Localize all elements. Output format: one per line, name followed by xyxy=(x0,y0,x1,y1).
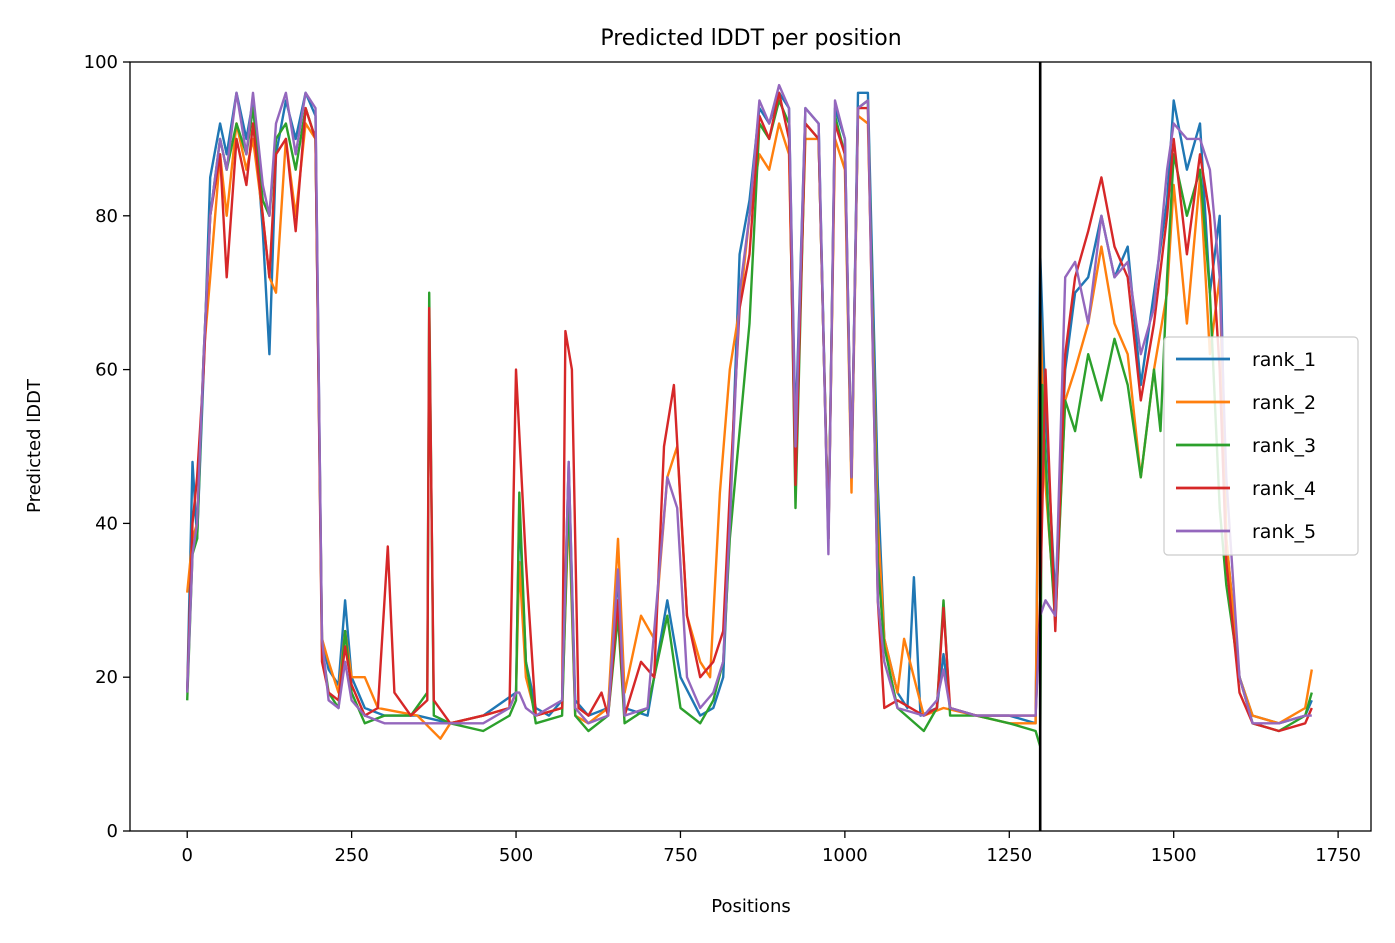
legend-label-rank_3: rank_3 xyxy=(1252,435,1316,457)
series-line-rank_5 xyxy=(186,83,1312,725)
x-tick-label: 0 xyxy=(181,845,192,866)
axes: 0 250 500 750 1000 1250 1500 1750 0 20 40 60 80 100 xyxy=(84,52,1372,866)
legend: rank_1 rank_2 rank_3 rank_4 rank_5 xyxy=(1163,336,1359,556)
series-line-rank_1 xyxy=(186,91,1313,725)
x-tick-label: 750 xyxy=(663,845,697,866)
legend-label-rank_4: rank_4 xyxy=(1252,478,1316,500)
legend-label-rank_1: rank_1 xyxy=(1252,349,1316,371)
x-tick-label: 1000 xyxy=(822,845,868,866)
legend-box xyxy=(1163,336,1359,556)
plot-area xyxy=(186,62,1313,831)
x-tick-label: 250 xyxy=(334,845,368,866)
legend-label-rank_2: rank_2 xyxy=(1252,392,1316,414)
legend-label-rank_5: rank_5 xyxy=(1252,521,1316,543)
axes-frame xyxy=(129,61,1372,832)
x-tick-label: 1750 xyxy=(1315,845,1361,866)
chart-title: Predicted lDDT per position xyxy=(600,26,901,51)
x-axis-label: Positions xyxy=(711,896,790,917)
x-tick-label: 500 xyxy=(499,845,533,866)
y-tick-label: 100 xyxy=(84,52,118,73)
y-tick-label: 40 xyxy=(95,513,118,534)
series-line-rank_4 xyxy=(186,91,1313,733)
y-tick-label: 20 xyxy=(95,667,118,688)
y-axis-label: Predicted lDDT xyxy=(24,378,45,513)
x-tick-label: 1250 xyxy=(986,845,1032,866)
y-tick-label: 60 xyxy=(95,360,118,381)
x-tick-label: 1500 xyxy=(1151,845,1197,866)
y-tick-label: 0 xyxy=(107,821,118,842)
y-tick-label: 80 xyxy=(95,206,118,227)
